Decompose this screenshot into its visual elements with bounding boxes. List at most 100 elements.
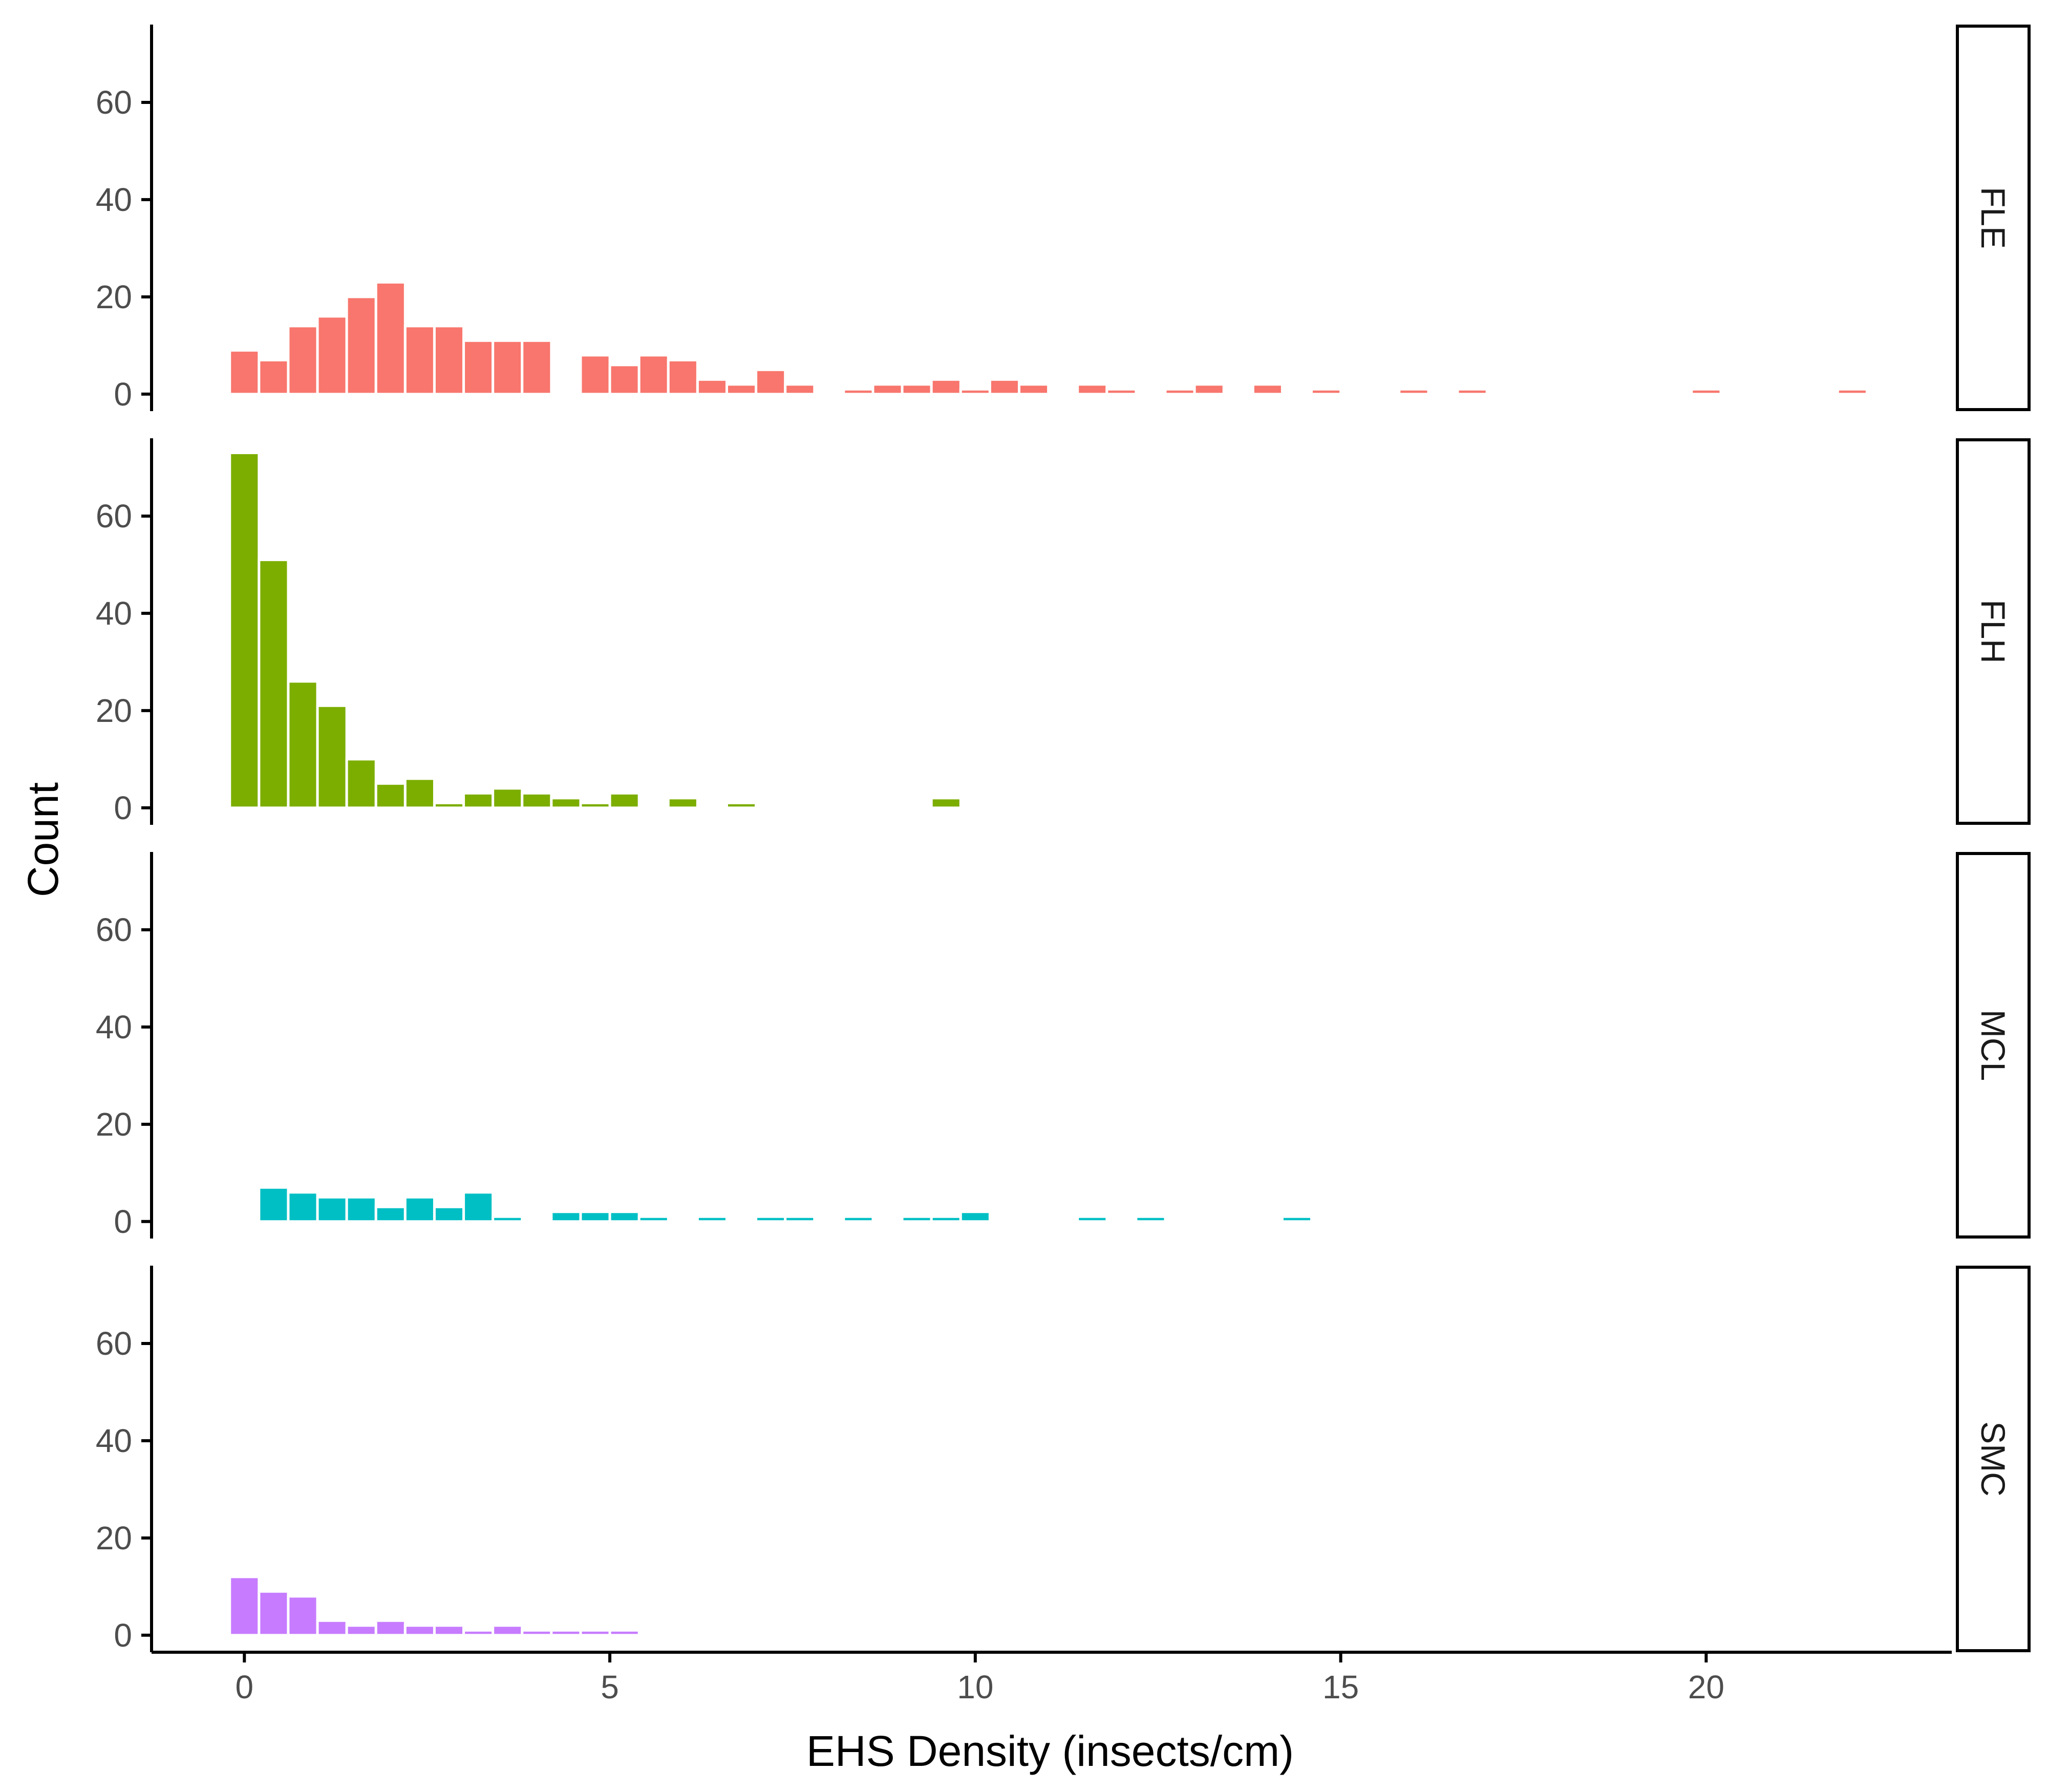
histogram-bar <box>579 354 611 396</box>
histogram-bar <box>492 787 524 809</box>
y-tick-label: 20 <box>96 1520 132 1556</box>
x-axis-title: EHS Density (insects/cm) <box>806 1727 1294 1775</box>
histogram-bar <box>1076 383 1108 396</box>
histogram-bar <box>258 358 290 396</box>
histogram-bar <box>1017 383 1050 396</box>
histogram-bar <box>1193 383 1225 396</box>
histogram-bar <box>228 349 261 396</box>
histogram-bar <box>696 1215 728 1223</box>
histogram-bar <box>492 339 524 396</box>
histogram-bar <box>696 378 728 396</box>
x-tick-label: 0 <box>235 1669 253 1705</box>
histogram-bar <box>492 1215 524 1223</box>
histogram-bar <box>725 383 758 396</box>
histogram-bar <box>316 1619 348 1637</box>
histogram-bar <box>637 1215 670 1223</box>
histogram-bar <box>959 388 991 396</box>
histogram-bar <box>374 1619 407 1637</box>
histogram-bar <box>871 383 904 396</box>
histogram-bar <box>345 1624 377 1637</box>
histogram-bar <box>228 451 261 809</box>
histogram-bar <box>258 1186 290 1223</box>
histogram-bar <box>579 801 611 809</box>
histogram-bar <box>228 1575 261 1637</box>
histogram-bar <box>462 1191 495 1223</box>
histogram-bar <box>462 339 495 396</box>
facet-panel-smc: 0 20 40 60 SMC <box>96 1266 2031 1654</box>
histogram-bar <box>842 388 874 396</box>
y-tick-label: 60 <box>96 1325 132 1362</box>
facet-strip <box>1956 438 2031 825</box>
histogram-bar <box>462 1629 495 1637</box>
y-tick-label: 40 <box>96 1009 132 1046</box>
x-axis: 0 5 10 15 20 <box>152 1651 1952 1705</box>
y-tick-label: 40 <box>96 181 132 218</box>
facet-strip <box>1956 1266 2031 1652</box>
y-tick-label: 0 <box>114 790 132 826</box>
histogram-bar <box>287 1191 319 1223</box>
histogram-bar <box>930 378 962 396</box>
histogram-bar <box>959 1210 991 1223</box>
facet-strip-label: FLE <box>1974 187 2012 249</box>
histogram-bar <box>1456 388 1488 396</box>
histogram-bar <box>1135 1215 1167 1223</box>
histogram-bar <box>550 1629 582 1637</box>
histogram-bar <box>579 1210 611 1223</box>
y-tick-label: 40 <box>96 595 132 632</box>
histogram-bar <box>988 378 1020 396</box>
histogram-bar <box>1310 388 1342 396</box>
histogram-bar <box>842 1215 874 1223</box>
histogram-bar <box>258 558 290 809</box>
histogram-bar <box>637 354 670 396</box>
y-tick-label: 60 <box>96 498 132 535</box>
histogram-bar <box>784 383 816 396</box>
histogram-bar <box>403 1624 436 1637</box>
histogram-bar <box>755 368 787 396</box>
histogram-bar <box>667 358 699 396</box>
histogram-bar <box>403 777 436 809</box>
histogram-bar <box>579 1629 611 1637</box>
histogram-bar <box>403 325 436 396</box>
y-tick-label: 0 <box>114 1617 132 1654</box>
histogram-bar <box>1281 1215 1313 1223</box>
y-tick-label: 20 <box>96 1106 132 1143</box>
histogram-bar <box>374 782 407 809</box>
facet-strip-label: SMC <box>1974 1421 2012 1497</box>
histogram-bar <box>433 1624 465 1637</box>
histogram-bar <box>433 325 465 396</box>
facet-panel-mcl: 0 20 40 60 MCL <box>96 852 2031 1240</box>
histogram-bar <box>930 1215 962 1223</box>
histogram-bar <box>374 1205 407 1223</box>
histogram-bar <box>608 364 641 396</box>
histogram-bar <box>287 1595 319 1637</box>
histogram-bar <box>258 1590 290 1637</box>
histogram-bar <box>550 797 582 809</box>
histogram-bar <box>1076 1215 1108 1223</box>
y-tick-label: 40 <box>96 1422 132 1459</box>
histogram-bar <box>521 1629 553 1637</box>
histogram-bar <box>374 281 407 396</box>
facet-strip-label: FLH <box>1974 600 2012 664</box>
histogram-bar <box>345 1196 377 1223</box>
facet-strip-label: MCL <box>1974 1010 2012 1081</box>
histogram-bar <box>901 1215 933 1223</box>
x-tick-label: 15 <box>1322 1669 1359 1705</box>
histogram-bar <box>608 792 641 809</box>
histogram-bar <box>433 1205 465 1223</box>
x-tick-label: 20 <box>1688 1669 1724 1705</box>
histogram-bar <box>521 339 553 396</box>
y-tick-label: 20 <box>96 279 132 315</box>
histogram-bar <box>462 792 495 809</box>
histogram-bar <box>667 797 699 809</box>
histogram-bar <box>345 295 377 396</box>
histogram-bar <box>784 1215 816 1223</box>
histogram-bar <box>345 758 377 809</box>
histogram-bar <box>316 1196 348 1223</box>
histogram-bar <box>1251 383 1284 396</box>
histogram-bar <box>1105 388 1138 396</box>
histogram-bar <box>492 1624 524 1637</box>
y-tick-label: 0 <box>114 376 132 413</box>
histogram-bar <box>608 1210 641 1223</box>
facet-panel-flh: 0 20 40 60 FLH <box>96 438 2031 826</box>
